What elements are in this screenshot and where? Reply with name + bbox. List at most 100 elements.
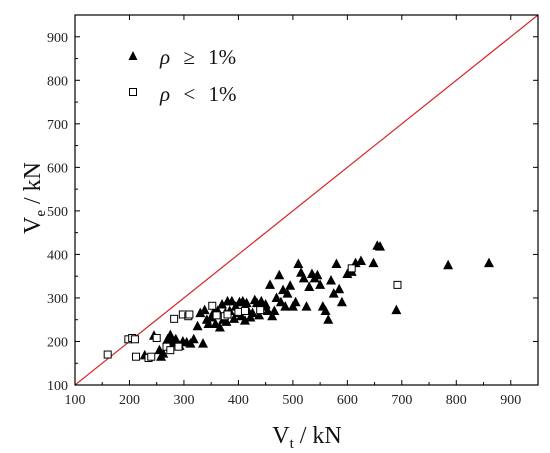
data-point-triangle — [293, 258, 304, 268]
x-tick-label: 600 — [337, 393, 358, 408]
y-axis-title: Ve / kN — [20, 162, 49, 234]
legend-marker-square — [129, 88, 137, 96]
plot-frame — [74, 14, 539, 386]
data-point-triangle — [229, 313, 240, 323]
data-point-triangle — [247, 307, 258, 318]
legend: ρ ≥ 1% ρ < 1% — [128, 45, 236, 106]
data-point-square — [152, 333, 161, 342]
data-point-triangle — [254, 309, 265, 320]
y-tick-label: 500 — [47, 205, 68, 220]
data-point-triangle — [328, 288, 339, 298]
data-point-triangle — [262, 305, 273, 315]
y-tick-label: 900 — [47, 31, 68, 46]
data-point-triangle — [221, 316, 232, 326]
data-point-triangle — [192, 320, 203, 331]
data-point-triangle — [170, 333, 181, 344]
x-axis-title: Vt / kN — [272, 423, 342, 452]
data-point-square — [208, 301, 217, 310]
data-point-triangle — [195, 307, 206, 318]
data-point-triangle — [267, 310, 278, 321]
data-point-triangle — [375, 241, 386, 251]
x-tick-label: 300 — [173, 393, 194, 408]
data-point-triangle — [334, 283, 345, 294]
data-point-triangle — [239, 315, 250, 325]
data-point-square — [240, 307, 249, 315]
data-point-triangle — [282, 288, 293, 298]
y-tick-label: 700 — [47, 118, 68, 133]
data-point-triangle — [214, 322, 225, 332]
data-point-square — [234, 307, 243, 316]
data-point-square — [170, 314, 179, 323]
axes: 100 200 300 400 500 600 700 800 900 100 200 300 400 5… — [47, 14, 539, 408]
legend-item-rho-ge-1: ρ ≥ 1% — [128, 45, 236, 69]
y-tick-label: 200 — [47, 335, 68, 350]
data-point-square — [130, 335, 139, 344]
data-point-triangle — [355, 255, 366, 265]
x-tick-label: 800 — [446, 393, 467, 408]
data-point-triangle — [226, 295, 237, 306]
series-rho-ge-1 — [139, 240, 494, 361]
data-point-triangle — [269, 305, 280, 315]
y-tick-label: 300 — [47, 292, 68, 307]
data-point-triangle — [483, 257, 494, 268]
data-point-triangle — [158, 348, 169, 358]
y-tick-label: 800 — [47, 74, 68, 89]
data-point-triangle — [315, 279, 326, 289]
data-point-triangle — [280, 301, 291, 311]
series-rho-lt-1 — [103, 264, 402, 363]
data-point-triangle — [275, 296, 286, 307]
data-point-square — [212, 311, 221, 320]
data-point-triangle — [265, 279, 276, 289]
y-tick-label: 400 — [47, 248, 68, 263]
reference-line-y-equals-x — [74, 14, 539, 386]
data-point-square — [223, 310, 232, 319]
data-point-triangle — [298, 272, 309, 283]
x-tick-label: 700 — [391, 393, 412, 408]
data-point-triangle — [323, 314, 334, 324]
data-point-triangle — [198, 338, 209, 348]
data-point-triangle — [290, 296, 301, 307]
data-point-triangle — [217, 298, 228, 309]
data-point-triangle — [285, 280, 296, 290]
legend-item-rho-lt-1: ρ < 1% — [129, 82, 236, 106]
data-point-square — [393, 280, 402, 289]
data-point-triangle — [304, 281, 315, 292]
data-point-triangle — [188, 333, 199, 344]
x-tick-label: 500 — [282, 393, 303, 408]
data-point-triangle — [391, 304, 402, 315]
data-point-triangle — [336, 296, 347, 307]
data-point-triangle — [274, 269, 285, 280]
data-point-square — [185, 310, 194, 319]
data-point-triangle — [312, 269, 323, 280]
data-point-square — [174, 342, 183, 351]
data-point-triangle — [368, 257, 379, 268]
data-point-triangle — [301, 301, 312, 311]
legend-label-rho-ge-1: ρ ≥ 1% — [159, 45, 236, 69]
x-tick-label: 900 — [500, 393, 521, 408]
x-tick-label: 200 — [119, 393, 140, 408]
data-point-triangle — [165, 329, 176, 339]
data-point-triangle — [241, 297, 252, 308]
data-point-triangle — [260, 298, 271, 309]
data-point-square — [347, 264, 356, 273]
data-point-triangle — [271, 292, 282, 302]
data-point-square — [256, 306, 265, 315]
plot-area — [74, 14, 539, 386]
data-point-triangle — [203, 318, 214, 329]
data-point-triangle — [326, 275, 337, 285]
data-point-square — [103, 350, 112, 359]
legend-label-rho-lt-1: ρ < 1% — [159, 82, 236, 106]
data-point-triangle — [443, 259, 454, 270]
data-point-square — [147, 352, 156, 361]
data-point-triangle — [331, 258, 342, 268]
y-tick-label: 600 — [47, 161, 68, 176]
y-tick-label: 100 — [47, 379, 68, 394]
data-point-triangle — [199, 304, 210, 315]
data-point-triangle — [320, 305, 331, 315]
legend-marker-triangle — [128, 51, 138, 60]
data-point-square — [166, 346, 175, 355]
data-point-square — [132, 352, 141, 361]
x-tick-label: 100 — [65, 393, 86, 408]
x-tick-label: 400 — [228, 393, 249, 408]
